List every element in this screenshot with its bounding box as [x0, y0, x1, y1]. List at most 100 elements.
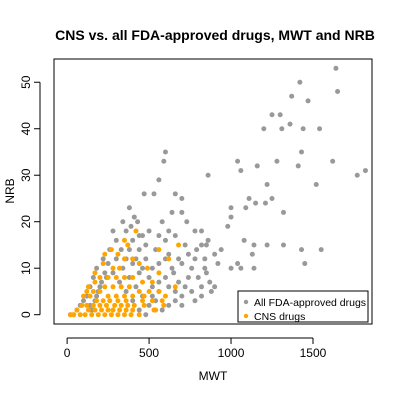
all-fda-drug-point	[261, 126, 267, 132]
all-fda-drug-point	[299, 247, 305, 253]
all-fda-drug-point	[228, 214, 234, 220]
cns-drug-point	[125, 242, 131, 248]
x-tick-label: 1500	[300, 346, 327, 360]
all-fda-drug-point	[169, 265, 175, 271]
cns-drug-point	[117, 307, 123, 313]
legend-marker-cns-drugs	[243, 313, 249, 319]
all-fda-drug-point	[156, 279, 162, 285]
cns-drug-point	[77, 312, 83, 318]
cns-drug-point	[156, 247, 162, 253]
cns-drug-point	[156, 270, 162, 276]
all-fda-drug-point	[118, 247, 124, 253]
cns-drug-point	[121, 293, 127, 299]
all-fda-drug-point	[287, 121, 293, 127]
all-fda-drug-point	[149, 265, 155, 271]
all-fda-drug-point	[280, 242, 286, 248]
all-fda-drug-point	[172, 191, 178, 197]
cns-drug-point	[103, 302, 109, 308]
all-fda-drug-point	[123, 228, 129, 234]
all-fda-drug-point	[302, 261, 308, 267]
cns-drug-point	[115, 298, 121, 304]
cns-drug-point	[125, 302, 131, 308]
cns-drug-point	[84, 288, 90, 294]
all-fda-drug-point	[192, 228, 198, 234]
all-fda-drug-point	[169, 209, 175, 215]
cns-drug-point	[121, 275, 127, 281]
all-fda-drug-point	[189, 265, 195, 271]
all-fda-drug-point	[159, 307, 165, 313]
x-axis-label: MWT	[199, 369, 228, 383]
all-fda-drug-point	[192, 256, 198, 262]
cns-drug-point	[118, 284, 124, 290]
cns-drug-point	[162, 293, 168, 299]
all-fda-drug-point	[105, 261, 111, 267]
all-fda-drug-point	[143, 242, 149, 248]
cns-drug-point	[95, 312, 101, 318]
cns-drug-point	[121, 256, 127, 262]
all-fda-drug-point	[280, 209, 286, 215]
cns-drug-point	[153, 307, 159, 313]
all-fda-drug-point	[317, 126, 323, 132]
all-fda-drug-point	[218, 247, 224, 253]
cns-drug-point	[156, 288, 162, 294]
all-fda-drug-point	[126, 205, 132, 211]
cns-drug-point	[89, 312, 95, 318]
y-tick-label: 50	[19, 75, 33, 89]
cns-drug-point	[130, 307, 136, 313]
cns-drug-point	[130, 256, 136, 262]
all-fda-drug-point	[264, 182, 270, 188]
all-fda-drug-point	[202, 256, 208, 262]
all-fda-drug-point	[215, 261, 221, 267]
all-fda-drug-point	[161, 158, 167, 164]
all-fda-drug-point	[128, 223, 134, 229]
cns-drug-point	[102, 312, 108, 318]
all-fda-drug-point	[133, 284, 139, 290]
cns-drug-point	[84, 302, 90, 308]
all-fda-drug-point	[313, 182, 319, 188]
all-fda-drug-point	[354, 172, 360, 178]
all-fda-drug-point	[199, 242, 205, 248]
all-fda-drug-point	[156, 233, 162, 239]
all-fda-drug-point	[110, 270, 116, 276]
all-fda-drug-point	[241, 237, 247, 243]
all-fda-drug-point	[262, 200, 268, 206]
all-fda-drug-point	[235, 261, 241, 267]
legend-marker-all-fda-drugs	[243, 299, 249, 305]
cns-drug-point	[161, 302, 167, 308]
legend-label-all-fda-drugs: All FDA-approved drugs	[254, 297, 366, 309]
x-tick-label: 0	[64, 346, 71, 360]
all-fda-drug-point	[269, 195, 275, 201]
all-fda-drug-point	[146, 228, 152, 234]
cns-drug-point	[123, 298, 129, 304]
all-fda-drug-point	[97, 284, 103, 290]
y-axis-label: NRB	[3, 178, 17, 203]
cns-drug-point	[121, 312, 127, 318]
all-fda-drug-point	[212, 251, 218, 257]
plot-frame	[53, 58, 373, 325]
all-fda-drug-point	[113, 237, 119, 243]
cns-drug-point	[79, 302, 85, 308]
all-fda-drug-point	[110, 228, 116, 234]
all-fda-drug-point	[146, 275, 152, 281]
all-fda-drug-point	[203, 242, 209, 248]
all-fda-drug-point	[102, 270, 108, 276]
cns-drug-point	[118, 302, 124, 308]
cns-drug-point	[92, 270, 98, 276]
all-fda-drug-point	[279, 126, 285, 132]
cns-drug-point	[97, 275, 103, 281]
all-fda-drug-point	[156, 261, 162, 267]
cns-drug-point	[97, 302, 103, 308]
all-fda-drug-point	[81, 298, 87, 304]
cns-drug-point	[149, 279, 155, 285]
y-tick-label: 0	[19, 311, 33, 318]
all-fda-drug-point	[179, 293, 185, 299]
all-fda-drug-point	[179, 302, 185, 308]
cns-drug-point	[108, 312, 114, 318]
all-fda-drug-point	[362, 168, 368, 174]
all-fda-drug-point	[194, 247, 200, 253]
all-fda-drug-point	[335, 89, 341, 95]
cns-drug-point	[110, 284, 116, 290]
cns-drug-point	[130, 275, 136, 281]
all-fda-drug-point	[202, 265, 208, 271]
all-fda-drug-point	[162, 149, 168, 155]
